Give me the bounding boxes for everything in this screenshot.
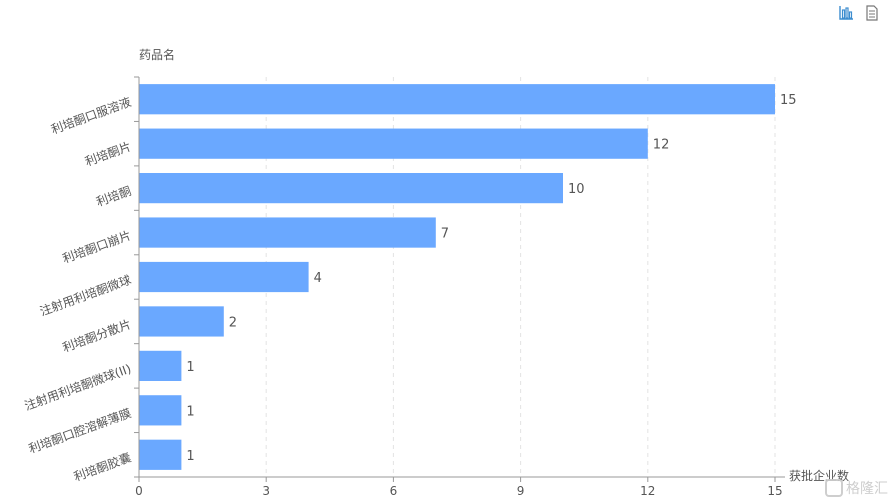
bar [139, 128, 648, 159]
x-tick-label: 3 [262, 484, 270, 498]
data-label: 2 [229, 315, 237, 330]
y-tick-label: 利培酮 [94, 183, 133, 209]
bar [139, 84, 775, 115]
bar [139, 350, 182, 381]
watermark-text: 格隆汇 [846, 481, 888, 497]
y-axis-title: 药品名 [139, 47, 175, 62]
data-label: 4 [314, 271, 322, 286]
y-tick-label: 注射用利培酮微球(II) [22, 361, 133, 414]
watermark-logo: 格隆汇 [825, 478, 888, 498]
bar [139, 217, 436, 248]
x-tick-label: 0 [135, 484, 143, 498]
logo-icon [825, 479, 843, 497]
x-tick-label: 15 [767, 484, 782, 498]
bar [139, 395, 182, 426]
data-label: 1 [186, 360, 194, 375]
bar [139, 261, 309, 293]
chart-toolbar [838, 5, 880, 21]
bar [139, 439, 182, 470]
bar [139, 173, 563, 204]
data-view-icon[interactable] [864, 5, 880, 21]
y-tick-label: 注射用利培酮微球 [38, 272, 133, 319]
data-label: 7 [441, 227, 449, 242]
bar [139, 306, 224, 337]
y-tick-label: 利培酮片 [83, 138, 133, 169]
data-label: 15 [780, 93, 797, 108]
data-label: 1 [186, 449, 194, 464]
y-tick-label: 利培酮口崩片 [60, 227, 133, 266]
data-label: 12 [653, 138, 670, 153]
x-tick-label: 6 [390, 484, 398, 498]
data-label: 10 [568, 182, 585, 197]
x-tick-label: 12 [640, 484, 655, 498]
data-label: 1 [186, 404, 194, 419]
y-tick-label: 利培酮口服溶液 [49, 94, 133, 137]
x-tick-label: 9 [517, 484, 525, 498]
y-tick-label: 利培酮分散片 [60, 316, 133, 355]
y-tick-label: 利培酮胶囊 [71, 450, 133, 485]
y-tick-label: 利培酮口腔溶解薄膜 [26, 405, 133, 456]
bar-chart-icon[interactable] [838, 5, 854, 21]
